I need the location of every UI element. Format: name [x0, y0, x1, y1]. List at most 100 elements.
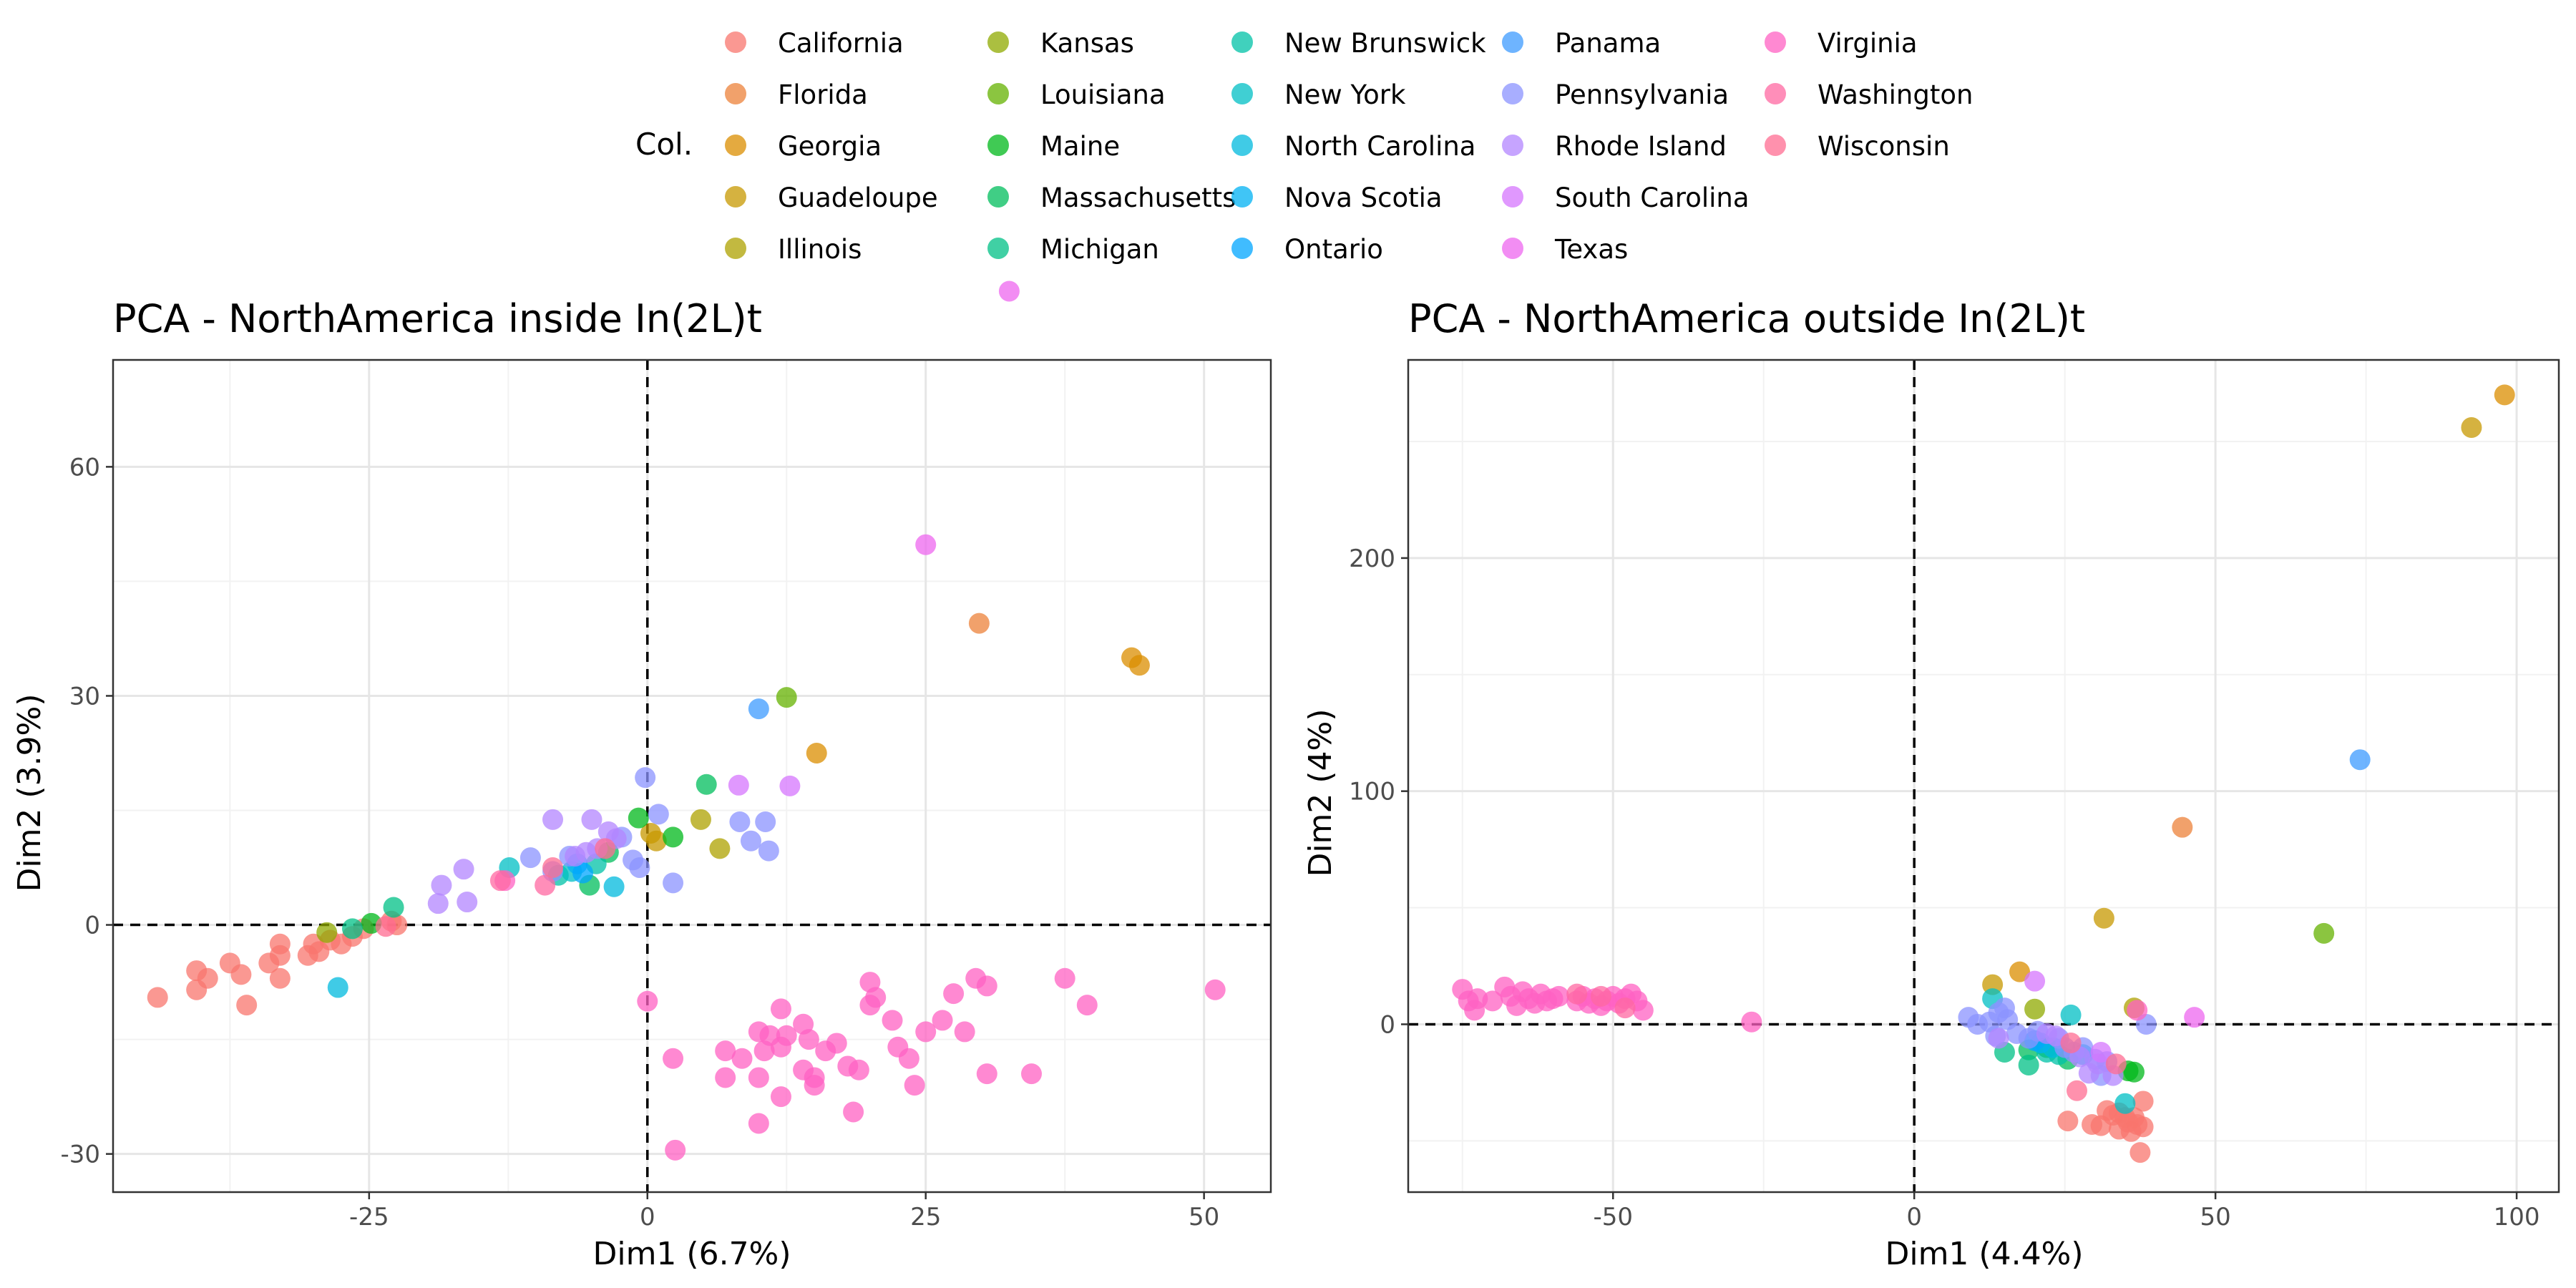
x-tick-label: 25: [910, 1203, 941, 1231]
point-south-carolina: [779, 775, 801, 796]
point-california: [2132, 1116, 2154, 1138]
legend-entry-ontario: Ontario: [1231, 234, 1383, 265]
point-texas: [915, 534, 937, 555]
point-washington: [1566, 983, 1588, 1005]
legend-key-south-carolina: [1502, 186, 1523, 208]
y-tick-label: 30: [69, 682, 100, 711]
legend-label-guadeloupe: Guadeloupe: [778, 182, 938, 213]
x-axis-label-outside: Dim1 (4.4%): [1885, 1236, 2083, 1272]
ticks-inside: -25 0 25 50 -30 0 30 60: [60, 453, 1219, 1231]
point-virginia: [826, 1033, 847, 1054]
point-new-york: [2060, 1004, 2082, 1025]
point-south-carolina: [2024, 970, 2046, 992]
y-tick-label: 60: [69, 453, 100, 482]
legend-entries: California Florida Georgia Guadeloupe Illino…: [725, 28, 1973, 265]
point-virginia: [1548, 985, 1569, 1007]
x-tick-label: -50: [1593, 1203, 1633, 1231]
legend-key-massachusetts: [987, 186, 1009, 208]
legend-entry-new-brunswick: New Brunswick: [1231, 28, 1486, 59]
point-virginia: [954, 1021, 975, 1043]
x-tick-label: 0: [1906, 1203, 1922, 1231]
point-virginia: [731, 1048, 753, 1069]
point-virginia: [1741, 1011, 1762, 1033]
point-panama: [748, 698, 769, 720]
point-virginia: [976, 1063, 997, 1085]
point-wisconsin: [2105, 1053, 2127, 1075]
legend-entry-pennsylvania: Pennsylvania: [1502, 79, 1729, 110]
legend-entry-rhode-island: Rhode Island: [1502, 131, 1727, 162]
point-california: [230, 964, 252, 985]
x-tick-label: 50: [2200, 1203, 2230, 1231]
legend-key-michigan: [987, 238, 1009, 259]
point-illinois: [709, 838, 731, 859]
point-ontario: [572, 862, 594, 884]
legend-label-rhode-island: Rhode Island: [1555, 131, 1727, 162]
point-rhode-island: [457, 892, 478, 913]
point-washington: [489, 870, 511, 892]
legend-entry-massachusetts: Massachusetts: [987, 182, 1236, 213]
point-illinois: [690, 809, 711, 830]
legend-label-louisiana: Louisiana: [1040, 79, 1166, 110]
legend-key-georgia: [725, 135, 746, 156]
y-tick-label: 200: [1349, 545, 1395, 573]
point-virginia: [748, 1067, 769, 1088]
legend-label-wisconsin: Wisconsin: [1818, 131, 1950, 162]
legend-entry-panama: Panama: [1502, 28, 1661, 59]
point-virginia: [904, 1075, 925, 1096]
legend-key-texas: [1502, 238, 1523, 259]
scatter-panel-outside: PCA - NorthAmerica outside In(2L)t -50 0 5…: [1302, 296, 2560, 1272]
point-virginia: [1482, 990, 1503, 1012]
legend-key-ontario: [1231, 238, 1253, 259]
legend-label-virginia: Virginia: [1818, 28, 1918, 59]
legend-entry-louisiana: Louisiana: [987, 79, 1166, 110]
point-guadeloupe: [645, 830, 667, 852]
point-washington: [1614, 997, 1636, 1019]
legend-label-panama: Panama: [1555, 28, 1661, 59]
legend-label-maine: Maine: [1040, 131, 1120, 162]
legend-entry-maine: Maine: [987, 131, 1120, 162]
point-rhode-island: [453, 859, 474, 880]
legend-entry-south-carolina: South Carolina: [1502, 182, 1750, 213]
point-florida: [968, 613, 990, 634]
point-virginia: [1054, 967, 1075, 989]
legend-entry-florida: Florida: [725, 79, 868, 110]
point-maine: [2123, 1061, 2145, 1083]
point-virginia: [943, 983, 965, 1005]
point-virginia: [798, 1029, 819, 1050]
point-wisconsin: [542, 857, 564, 879]
point-michigan: [341, 918, 363, 940]
point-rhode-island: [542, 809, 564, 830]
legend-entry-nova-scotia: Nova Scotia: [1231, 182, 1443, 213]
point-virginia: [882, 1010, 903, 1031]
legend-key-pennsylvania: [1502, 83, 1523, 104]
legend-label-california: California: [778, 28, 904, 59]
point-rhode-island: [581, 809, 602, 830]
point-virginia: [932, 1010, 953, 1031]
point-california: [2132, 1091, 2154, 1112]
point-california: [269, 945, 291, 966]
legend-label-michigan: Michigan: [1040, 234, 1159, 265]
point-virginia: [848, 1059, 869, 1080]
point-wisconsin: [2066, 1080, 2087, 1101]
legend-key-new-brunswick: [1231, 31, 1253, 53]
legend-label-nova-scotia: Nova Scotia: [1284, 182, 1443, 213]
point-pennsylvania: [755, 811, 776, 833]
point-florida: [2172, 816, 2193, 838]
point-virginia: [804, 1075, 825, 1096]
legend-key-illinois: [725, 238, 746, 259]
legend-key-louisiana: [987, 83, 1009, 104]
point-pennsylvania: [758, 840, 779, 862]
x-tick-label: 0: [640, 1203, 655, 1231]
point-wisconsin: [595, 838, 616, 859]
point-north-carolina: [327, 977, 348, 998]
legend-label-georgia: Georgia: [778, 131, 882, 162]
point-maine: [663, 826, 684, 848]
legend-entry-wisconsin: Wisconsin: [1765, 131, 1950, 162]
point-pennsylvania: [648, 804, 669, 825]
point-california: [186, 979, 208, 1000]
legend-key-kansas: [987, 31, 1009, 53]
point-virginia: [748, 1113, 769, 1134]
point-virginia: [1076, 995, 1098, 1016]
legend-key-virginia: [1765, 31, 1786, 53]
point-virginia: [2127, 1000, 2148, 1021]
